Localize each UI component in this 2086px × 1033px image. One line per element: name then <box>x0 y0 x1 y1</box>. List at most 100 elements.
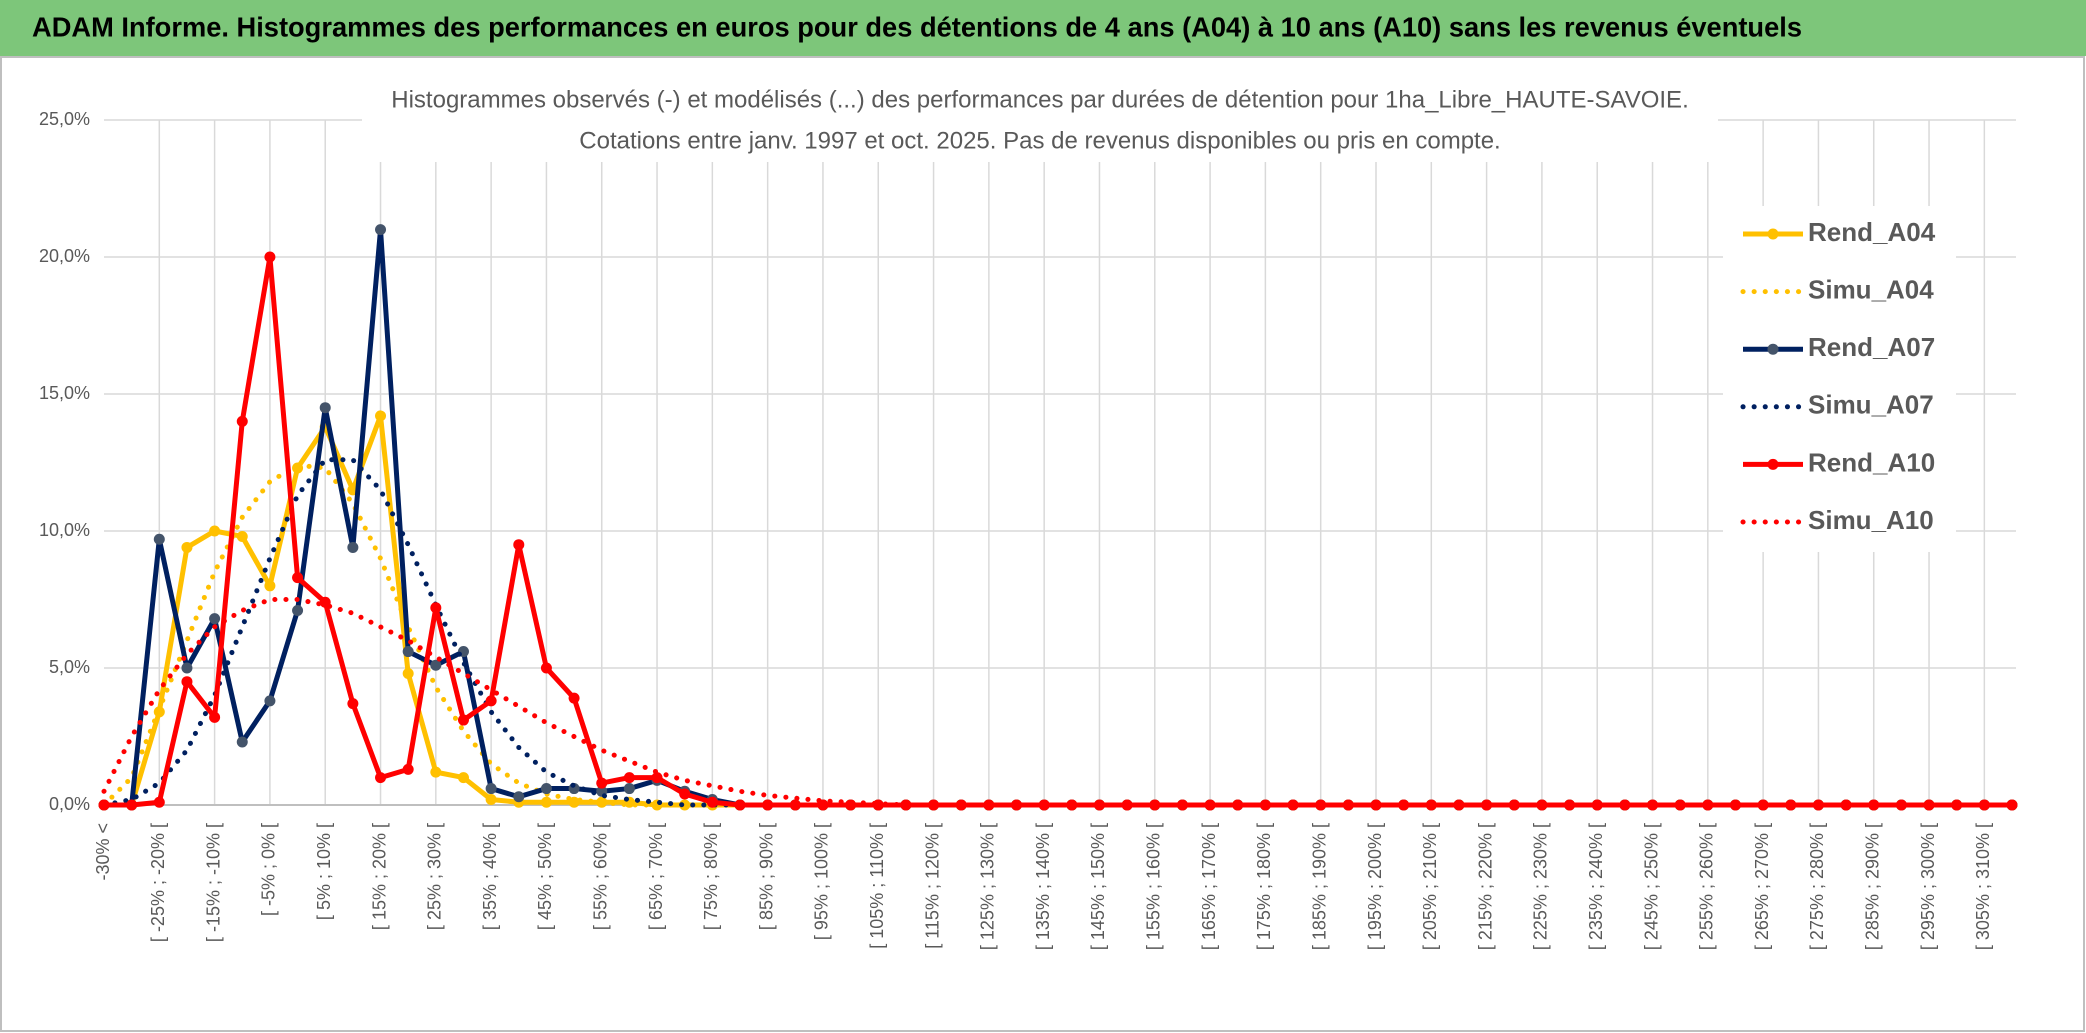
data-point <box>540 796 552 808</box>
y-tick-label: 25,0% <box>39 109 90 129</box>
x-tick-label: [ 25% ; 30% [ <box>425 823 445 930</box>
data-point <box>1951 799 1963 811</box>
data-point <box>1619 799 1631 811</box>
x-tick-label: [ 75% ; 80% [ <box>701 823 721 930</box>
data-point <box>347 698 359 710</box>
x-tick-label: [ 235% ; 240% [ <box>1586 823 1606 950</box>
legend-box <box>1723 206 1956 552</box>
x-tick-label: [ 65% ; 70% [ <box>646 823 666 930</box>
x-tick-label: [ 155% ; 160% [ <box>1144 823 1164 950</box>
data-point <box>209 613 221 625</box>
data-point <box>430 602 442 614</box>
x-tick-label: [ 135% ; 140% [ <box>1033 823 1053 950</box>
data-point <box>540 783 552 795</box>
data-point <box>375 772 387 784</box>
data-point <box>181 541 193 553</box>
data-point <box>319 402 331 414</box>
x-tick-label: [ 95% ; 100% [ <box>812 823 832 940</box>
x-tick-label: [ 115% ; 120% [ <box>922 823 942 949</box>
data-point <box>1895 799 1907 811</box>
data-point <box>264 251 276 263</box>
x-tick-label: [ -25% ; -20% [ <box>148 823 168 942</box>
data-point <box>928 799 940 811</box>
y-tick-label: 10,0% <box>39 520 90 540</box>
data-point <box>1093 799 1105 811</box>
data-point <box>153 533 165 545</box>
data-point <box>292 572 304 584</box>
data-point <box>513 791 525 803</box>
x-tick-label: [ 125% ; 130% [ <box>978 823 998 950</box>
title-backdrop <box>362 82 1718 162</box>
data-point <box>98 799 110 811</box>
data-point <box>706 796 718 808</box>
data-point <box>236 736 248 748</box>
data-point <box>1232 799 1244 811</box>
data-point <box>430 766 442 778</box>
data-point <box>762 799 774 811</box>
legend-label: Rend_A04 <box>1808 217 1936 247</box>
x-tick-label: [ 255% ; 260% [ <box>1697 823 1717 950</box>
data-point <box>457 714 469 726</box>
data-point <box>1840 799 1852 811</box>
data-point <box>126 799 138 811</box>
x-tick-label: [ 265% ; 270% [ <box>1752 823 1772 950</box>
data-point <box>789 799 801 811</box>
data-point <box>1287 799 1299 811</box>
data-point <box>1398 799 1410 811</box>
x-tick-label: [ 225% ; 230% [ <box>1531 823 1551 950</box>
x-tick-label: [ 145% ; 150% [ <box>1088 823 1108 950</box>
x-tick-label: -30% < <box>93 823 113 881</box>
data-point <box>983 799 995 811</box>
x-tick-label: [ 45% ; 50% [ <box>535 823 555 930</box>
data-point <box>513 539 525 551</box>
x-tick-label: [ 275% ; 280% [ <box>1807 823 1827 950</box>
legend-marker <box>1767 458 1779 470</box>
data-point <box>2006 799 2018 811</box>
data-point <box>457 772 469 784</box>
data-point <box>485 695 497 707</box>
data-point <box>1729 799 1741 811</box>
data-point <box>181 662 193 674</box>
data-point <box>1204 799 1216 811</box>
data-point <box>1785 799 1797 811</box>
data-point <box>236 530 248 542</box>
data-point <box>651 772 663 784</box>
data-point <box>623 772 635 784</box>
data-point <box>1674 799 1686 811</box>
data-point <box>1176 799 1188 811</box>
y-tick-label: 20,0% <box>39 246 90 266</box>
data-point <box>209 525 221 537</box>
chart-title: Histogrammes observés (-) et modélisés (… <box>391 86 1688 113</box>
legend-label: Simu_A04 <box>1808 274 1934 304</box>
data-point <box>1453 799 1465 811</box>
x-tick-label: [ -15% ; -10% [ <box>203 823 223 942</box>
data-point <box>540 662 552 674</box>
legend-marker <box>1767 228 1779 240</box>
data-point <box>209 711 221 723</box>
legend-label: Rend_A07 <box>1808 332 1935 362</box>
data-point <box>568 796 580 808</box>
data-point <box>430 659 442 671</box>
y-tick-label: 5,0% <box>49 657 90 677</box>
data-point <box>402 763 414 775</box>
data-point <box>264 580 276 592</box>
x-tick-label: [ 55% ; 60% [ <box>590 823 610 930</box>
x-tick-label: [ 195% ; 200% [ <box>1365 823 1385 950</box>
y-tick-label: 15,0% <box>39 383 90 403</box>
series-line <box>101 597 2015 808</box>
data-point <box>623 783 635 795</box>
data-point <box>375 410 387 422</box>
legend-label: Simu_A10 <box>1808 505 1934 535</box>
x-tick-label: [ 35% ; 40% [ <box>480 823 500 930</box>
data-point <box>1342 799 1354 811</box>
x-tick-label: [ -5% ; 0% [ <box>259 823 279 916</box>
data-point <box>679 788 691 800</box>
y-tick-label: 0,0% <box>49 794 90 814</box>
data-point <box>153 796 165 808</box>
header-bar <box>0 0 2086 56</box>
data-point <box>264 695 276 707</box>
x-tick-label: [ 15% ; 20% [ <box>369 823 389 930</box>
x-tick-label: [ 105% ; 110% [ <box>867 823 887 949</box>
x-tick-label: [ 185% ; 190% [ <box>1309 823 1329 950</box>
